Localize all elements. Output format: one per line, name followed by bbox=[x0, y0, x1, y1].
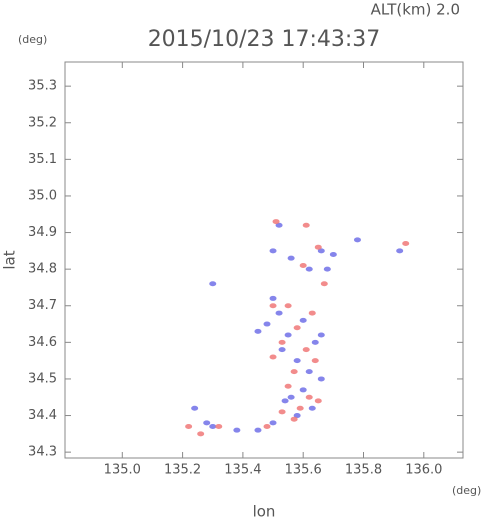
point bbox=[185, 424, 193, 430]
point bbox=[284, 332, 292, 338]
point bbox=[317, 248, 325, 254]
point bbox=[269, 303, 277, 309]
y-unit: (deg) bbox=[18, 33, 47, 46]
point bbox=[269, 354, 277, 360]
point bbox=[272, 219, 280, 225]
point bbox=[263, 321, 271, 327]
point bbox=[308, 405, 316, 411]
point bbox=[287, 255, 295, 261]
point bbox=[269, 248, 277, 254]
point bbox=[233, 427, 241, 433]
y-tick-label: 35.1 bbox=[28, 152, 57, 167]
altitude: ALT(km) 2.0 bbox=[371, 1, 460, 19]
point bbox=[263, 424, 271, 430]
y-tick-label: 34.5 bbox=[28, 371, 57, 386]
y-tick-label: 34.3 bbox=[28, 445, 57, 460]
point bbox=[269, 420, 277, 426]
point bbox=[305, 394, 313, 400]
point bbox=[320, 281, 328, 287]
y-tick-label: 35.0 bbox=[28, 188, 57, 203]
point bbox=[302, 222, 310, 228]
y-tick-label: 34.4 bbox=[28, 408, 57, 423]
point bbox=[299, 387, 307, 393]
x-tick-label: 135.2 bbox=[164, 463, 201, 478]
point bbox=[254, 328, 262, 334]
point bbox=[269, 295, 277, 301]
x-unit: (deg) bbox=[452, 484, 481, 497]
point bbox=[209, 424, 217, 430]
point bbox=[275, 222, 283, 228]
point bbox=[254, 427, 262, 433]
point bbox=[287, 394, 295, 400]
point bbox=[191, 405, 199, 411]
point bbox=[278, 339, 286, 345]
point bbox=[308, 310, 316, 316]
x-tick-label: 135.0 bbox=[104, 463, 141, 478]
y-tick-label: 35.2 bbox=[28, 115, 57, 130]
point bbox=[293, 413, 301, 419]
point bbox=[293, 358, 301, 364]
chart-title: 2015/10/23 17:43:37 bbox=[148, 27, 381, 52]
point bbox=[197, 431, 205, 437]
x-label: lon bbox=[253, 503, 276, 521]
point bbox=[293, 325, 301, 331]
point bbox=[353, 237, 361, 243]
x-tick-label: 135.8 bbox=[345, 463, 382, 478]
point bbox=[305, 369, 313, 375]
point bbox=[281, 398, 289, 404]
y-tick-label: 35.3 bbox=[28, 79, 57, 94]
point bbox=[215, 424, 223, 430]
y-tick-label: 34.6 bbox=[28, 335, 57, 350]
point bbox=[290, 416, 298, 422]
y-label: lat bbox=[1, 250, 19, 269]
point bbox=[329, 252, 337, 258]
x-tick-label: 135.6 bbox=[285, 463, 322, 478]
point bbox=[402, 241, 410, 247]
point bbox=[203, 420, 211, 426]
point bbox=[299, 262, 307, 268]
point bbox=[302, 347, 310, 353]
y-tick-label: 34.7 bbox=[28, 298, 57, 313]
point bbox=[317, 376, 325, 382]
point bbox=[284, 303, 292, 309]
point bbox=[305, 266, 313, 272]
y-tick-label: 34.9 bbox=[28, 225, 57, 240]
x-tick-label: 135.4 bbox=[224, 463, 261, 478]
point bbox=[296, 405, 304, 411]
x-tick-label: 136.0 bbox=[405, 463, 442, 478]
plot-frame bbox=[64, 61, 464, 459]
point bbox=[290, 369, 298, 375]
y-tick-label: 34.8 bbox=[28, 262, 57, 277]
point bbox=[284, 383, 292, 389]
point bbox=[275, 310, 283, 316]
point bbox=[314, 244, 322, 250]
point bbox=[299, 317, 307, 323]
point bbox=[278, 347, 286, 353]
point bbox=[278, 409, 286, 415]
point bbox=[323, 266, 331, 272]
point bbox=[209, 281, 217, 287]
point bbox=[314, 398, 322, 404]
point bbox=[311, 339, 319, 345]
point bbox=[311, 358, 319, 364]
point bbox=[317, 332, 325, 338]
point bbox=[396, 248, 404, 254]
